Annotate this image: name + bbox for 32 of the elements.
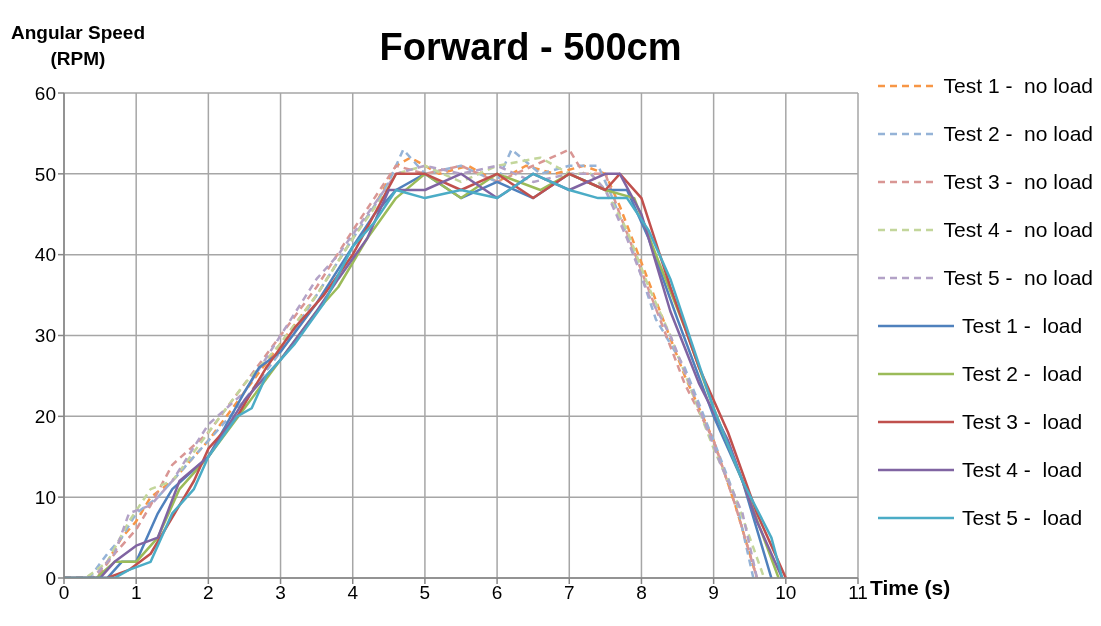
x-tick-label: 2 xyxy=(203,582,214,604)
legend-label: Test 5 - load xyxy=(962,506,1083,530)
legend-label: Test 1 - load xyxy=(962,314,1083,338)
text: Test 5 - no load xyxy=(943,266,1093,290)
y-tick-label: 30 xyxy=(34,325,56,347)
x-tick-label: 7 xyxy=(563,582,575,604)
x-tick-label: 1 xyxy=(130,582,142,604)
y-axis-title: Angular Speed (RPM) xyxy=(9,21,147,71)
y-tick-label: 50 xyxy=(34,163,56,185)
y-tick-label: 60 xyxy=(34,82,56,104)
legend-label: Test 3 - load xyxy=(962,410,1083,434)
x-tick-label: 3 xyxy=(275,582,286,604)
x-axis-title: Time (s) xyxy=(870,576,951,600)
text: Test 4 - no load xyxy=(943,218,1093,242)
legend-label: Test 4 - load xyxy=(962,458,1083,482)
chart-title: Forward - 500cm xyxy=(379,26,682,68)
text: Test 1 - no load xyxy=(943,74,1093,98)
x-tick-label: 4 xyxy=(347,582,359,604)
legend-label: Test 2 - load xyxy=(962,362,1083,386)
x-tick-label: 11 xyxy=(848,582,868,604)
y-tick-label: 40 xyxy=(34,244,56,266)
x-tick-label: 5 xyxy=(419,582,431,604)
x-tick-label: 10 xyxy=(775,582,797,604)
text: Test 2 - no load xyxy=(943,122,1093,146)
y-tick-label: 10 xyxy=(34,486,56,508)
y-tick-label: 0 xyxy=(45,567,56,589)
text: Test 3 - no load xyxy=(943,170,1093,194)
x-tick-label: 0 xyxy=(58,582,70,604)
x-tick-label: 6 xyxy=(491,582,503,604)
y-tick-label: 20 xyxy=(34,406,56,428)
x-tick-label: 8 xyxy=(636,582,647,604)
x-tick-label: 9 xyxy=(708,582,719,604)
